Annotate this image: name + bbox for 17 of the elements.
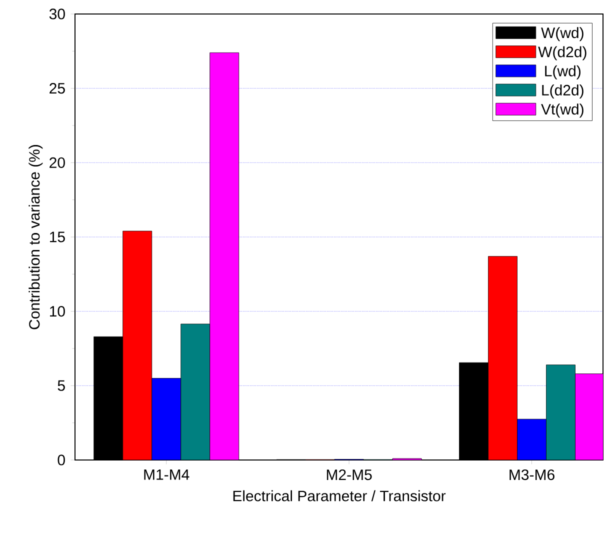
x-tick-label: M2-M5 xyxy=(326,469,372,480)
x-tick-label: M3-M6 xyxy=(510,469,554,480)
y-tick-label: 0 xyxy=(58,454,65,466)
y-tick-label: 5 xyxy=(58,380,65,391)
legend-label: W(wd) xyxy=(541,27,584,42)
x-tick-label: M1-M4 xyxy=(144,469,190,480)
y-tick-label: 25 xyxy=(50,83,65,94)
y-axis-title: Contribution to variance (%) xyxy=(28,145,43,330)
y-tick-label: 30 xyxy=(49,8,65,20)
legend-label: L(wd) xyxy=(545,65,580,80)
y-tick-label: 20 xyxy=(50,157,65,168)
legend-label: Vt(wd) xyxy=(541,104,584,118)
y-tick-label: 15 xyxy=(50,232,65,242)
legend-label: L(d2d) xyxy=(542,84,584,98)
y-tick-label: 10 xyxy=(50,306,65,317)
x-axis-title: Electrical Parameter / Transistor xyxy=(233,490,446,502)
legend-label: W(d2d) xyxy=(538,46,586,60)
